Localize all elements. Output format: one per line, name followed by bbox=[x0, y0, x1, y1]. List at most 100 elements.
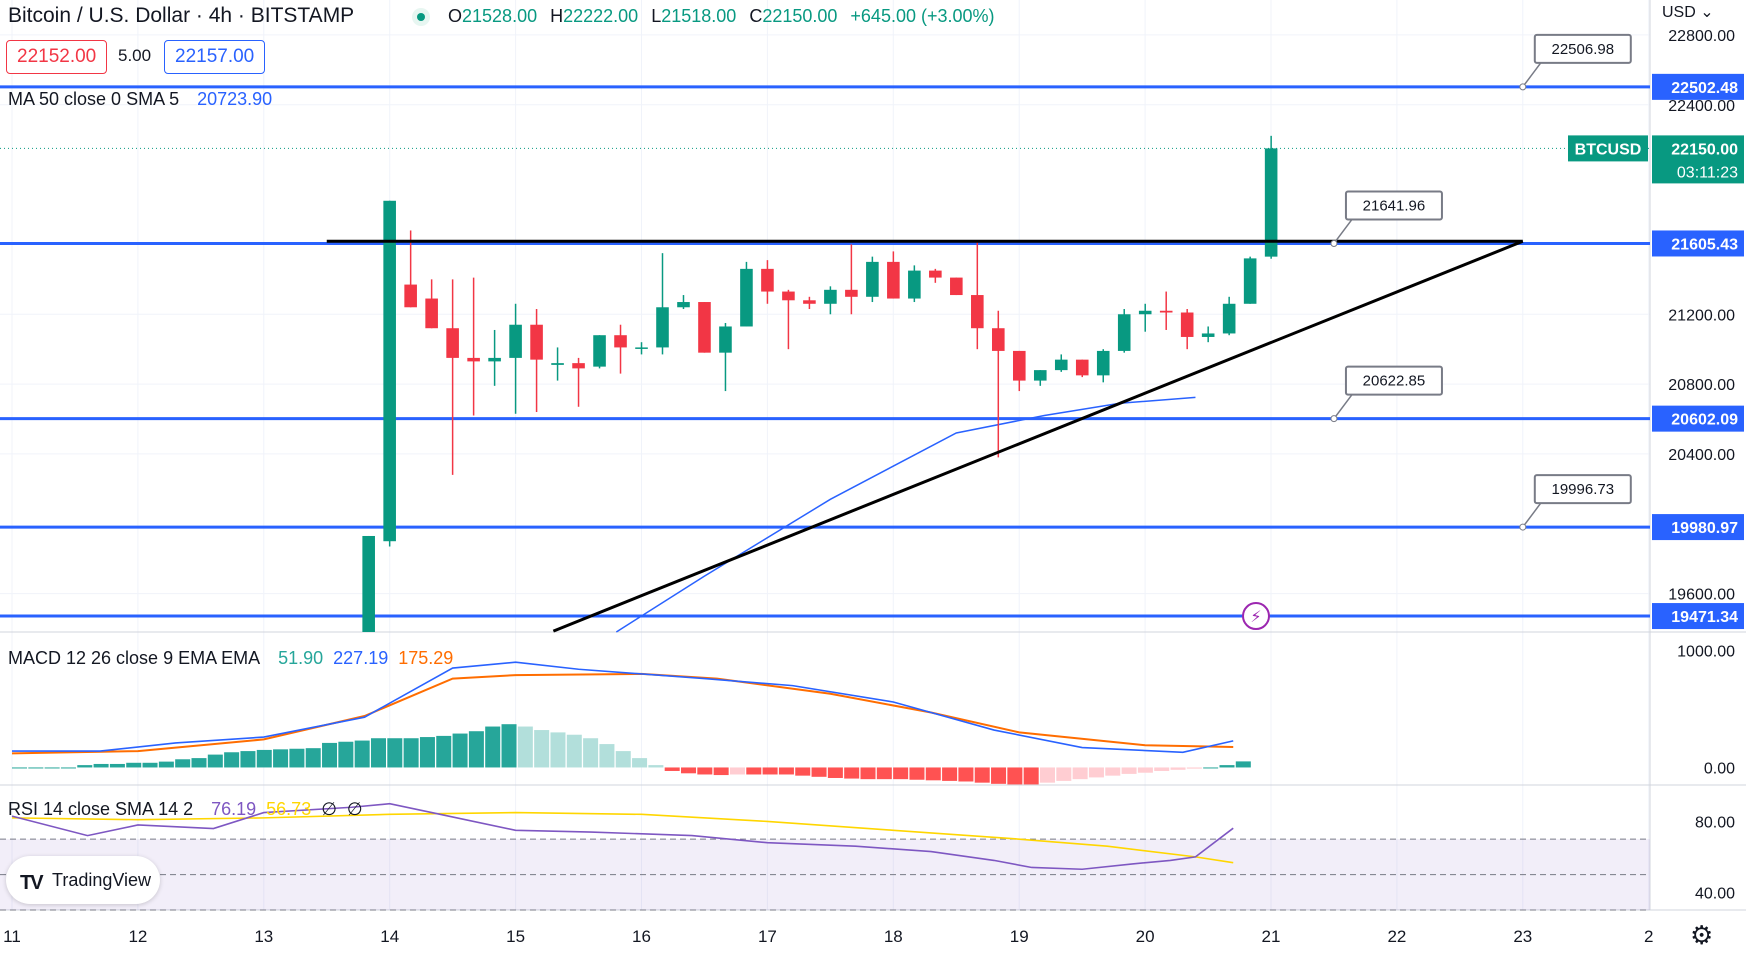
macd-histogram-bar bbox=[109, 763, 125, 768]
macd-histogram-bar bbox=[681, 767, 697, 774]
rsi-legend[interactable]: RSI 14 close SMA 14 2 76.19 56.73 ∅ ∅ bbox=[8, 799, 363, 820]
level-axis-badge bbox=[1652, 405, 1744, 432]
macd-tick-label: 1000.00 bbox=[1677, 644, 1735, 661]
macd-histogram-bar bbox=[354, 740, 370, 768]
candle-body bbox=[887, 261, 900, 299]
macd-histogram-bar bbox=[925, 767, 941, 781]
countdown-label: 03:11:23 bbox=[1677, 164, 1738, 181]
ohlc-value: 21528.00 bbox=[462, 6, 538, 26]
macd-histogram-bar bbox=[664, 767, 680, 771]
buy-price-button[interactable]: 22157.00 bbox=[164, 40, 266, 74]
macd-histogram-bar bbox=[77, 765, 93, 768]
candle-body bbox=[1243, 258, 1257, 304]
callout-pointer bbox=[1522, 502, 1542, 528]
macd-histogram-bar bbox=[305, 748, 321, 768]
candle-body bbox=[1222, 303, 1236, 334]
time-tick-label: 11 bbox=[3, 927, 21, 946]
candle-body bbox=[677, 302, 690, 308]
current-price-badge bbox=[1652, 135, 1744, 184]
candle-body bbox=[824, 289, 837, 304]
macd-histogram-bar bbox=[778, 767, 794, 775]
candle-body bbox=[383, 200, 396, 542]
macd-histogram-bar bbox=[746, 767, 762, 775]
tradingview-logo[interactable]: TV TradingView bbox=[6, 856, 160, 904]
candle-body bbox=[1138, 310, 1152, 315]
macd-histogram-bar bbox=[1023, 767, 1039, 785]
level-axis-badge bbox=[1652, 603, 1744, 630]
ohlc-value: 22150.00 bbox=[762, 6, 838, 26]
candle-body bbox=[1264, 148, 1278, 257]
level-callouts[interactable]: 22506.98 21641.96 20622.85 19996.73 ⚡ bbox=[1242, 33, 1632, 631]
macd-line bbox=[12, 661, 1234, 754]
macd-histogram-bar bbox=[93, 763, 109, 768]
macd-histogram-bar bbox=[1121, 767, 1137, 774]
rsi-value: 76.19 bbox=[211, 799, 257, 819]
macd-histogram-bar bbox=[534, 730, 550, 768]
ma-legend[interactable]: MA 50 close 0 SMA 5 20723.90 bbox=[8, 89, 272, 110]
macd-histogram-bar bbox=[240, 751, 256, 768]
macd-pane bbox=[11, 661, 1251, 785]
candle-body bbox=[635, 347, 648, 349]
macd-histogram-bar bbox=[387, 738, 403, 768]
candle-body bbox=[782, 291, 795, 301]
macd-histogram-bar bbox=[1235, 761, 1251, 768]
time-tick-label: 17 bbox=[758, 927, 777, 946]
macd-histogram-bar bbox=[876, 767, 892, 780]
current-price-label: 22150.00 bbox=[1671, 141, 1738, 158]
rsi-line bbox=[11, 802, 1234, 871]
rsi-tick-label: 40.00 bbox=[1695, 885, 1735, 902]
symbol-title[interactable]: Bitcoin / U.S. Dollar · 4h · BITSTAMP bbox=[8, 4, 355, 27]
macd-histogram-bar bbox=[713, 767, 729, 776]
price-axis[interactable]: 22800.00 22400.00 21200.00 20800.00 20400.00… bbox=[1568, 28, 1744, 902]
candle-body bbox=[362, 535, 375, 632]
tradingview-logo-text: TradingView bbox=[52, 870, 152, 890]
candle-body bbox=[1180, 312, 1194, 337]
callout-label: 22506.98 bbox=[1552, 41, 1615, 58]
callout-pointer bbox=[1333, 219, 1353, 244]
sell-price-button[interactable]: 22152.00 bbox=[6, 40, 108, 74]
macd-histogram-bar bbox=[795, 767, 811, 776]
macd-legend[interactable]: MACD 12 26 close 9 EMA EMA 51.90 227.19 175… bbox=[8, 648, 453, 669]
macd-histogram-bar bbox=[322, 742, 338, 768]
candle-body bbox=[572, 363, 585, 369]
price-tick-label: 22800.00 bbox=[1668, 28, 1735, 45]
time-tick-label: 14 bbox=[380, 927, 399, 946]
trendlines[interactable] bbox=[326, 239, 1524, 633]
candle-body bbox=[929, 270, 942, 278]
price-tick-label: 19600.00 bbox=[1668, 587, 1735, 604]
macd-tick-label: 0.00 bbox=[1704, 760, 1735, 777]
macd-histogram-bar bbox=[207, 754, 223, 768]
macd-histogram-bar bbox=[403, 738, 419, 768]
ma-value: 20723.90 bbox=[197, 89, 273, 109]
price-tick-label: 21200.00 bbox=[1668, 307, 1735, 324]
time-tick-label: 16 bbox=[632, 927, 651, 946]
trendline bbox=[552, 239, 1524, 633]
callout-label: 20622.85 bbox=[1363, 373, 1426, 390]
ohlc-key: L bbox=[651, 6, 662, 26]
candle-body bbox=[551, 363, 564, 365]
candle-body bbox=[404, 284, 417, 308]
time-axis[interactable]: 11 12 13 14 15 16 17 18 19 20 21 22 23 2 bbox=[3, 927, 1653, 946]
macd-histogram-bar bbox=[452, 733, 468, 768]
currency-label: USD bbox=[1662, 4, 1696, 21]
candle-body bbox=[761, 268, 774, 292]
spread-value: 5.00 bbox=[118, 46, 152, 65]
horizontal-levels[interactable] bbox=[0, 85, 1650, 618]
gear-icon[interactable]: ⚙ bbox=[1690, 920, 1714, 950]
tradingview-mark-icon: TV bbox=[20, 872, 44, 894]
candle-body bbox=[908, 270, 921, 299]
candle-body bbox=[1096, 350, 1110, 376]
macd-histogram-bar bbox=[550, 732, 566, 768]
macd-histogram-bar bbox=[224, 752, 240, 768]
time-tick-label: 12 bbox=[128, 927, 147, 946]
macd-histogram-bar bbox=[436, 735, 452, 768]
macd-histogram-bar bbox=[370, 738, 386, 768]
currency-selector[interactable]: USD ⌄ bbox=[1662, 2, 1714, 22]
ohlc-value: 21518.00 bbox=[661, 6, 737, 26]
candle-body bbox=[866, 261, 879, 297]
candle-body bbox=[425, 298, 438, 329]
macd-histogram-bar bbox=[1072, 767, 1088, 780]
candle-body bbox=[740, 268, 753, 327]
macd-histogram-bar bbox=[1219, 765, 1235, 768]
